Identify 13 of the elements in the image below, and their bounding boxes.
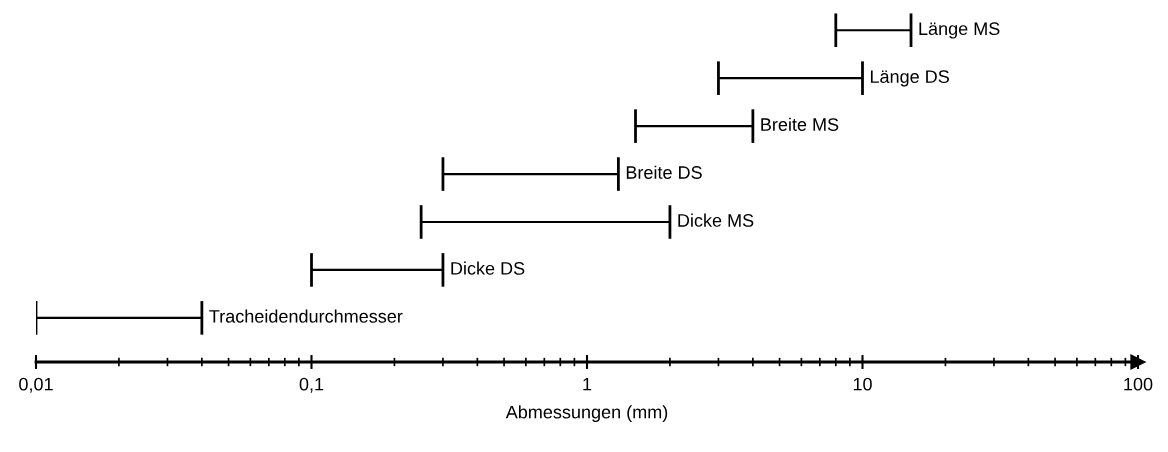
y-tick-label: Tracheidendurchmesser (209, 309, 403, 323)
y-tick-label: Breite MS (761, 117, 839, 131)
y-tick-label: Dicke MS (678, 213, 754, 227)
x-tick-label: 0,01 (19, 377, 53, 393)
y-tick-label: Länge DS (870, 70, 949, 87)
x-axis-title: Abmessungen (mm) (505, 405, 668, 423)
x-tick-label: 0,1 (299, 377, 324, 393)
x-tick-label: 100 (1124, 377, 1153, 391)
y-tick-label: Länge MS (919, 22, 1000, 39)
x-tick-label: 10 (853, 377, 872, 391)
x-tick-label: 1 (583, 377, 592, 391)
y-tick-label: Breite DS (626, 165, 702, 179)
y-tick-label: Dicke DS (451, 261, 525, 275)
